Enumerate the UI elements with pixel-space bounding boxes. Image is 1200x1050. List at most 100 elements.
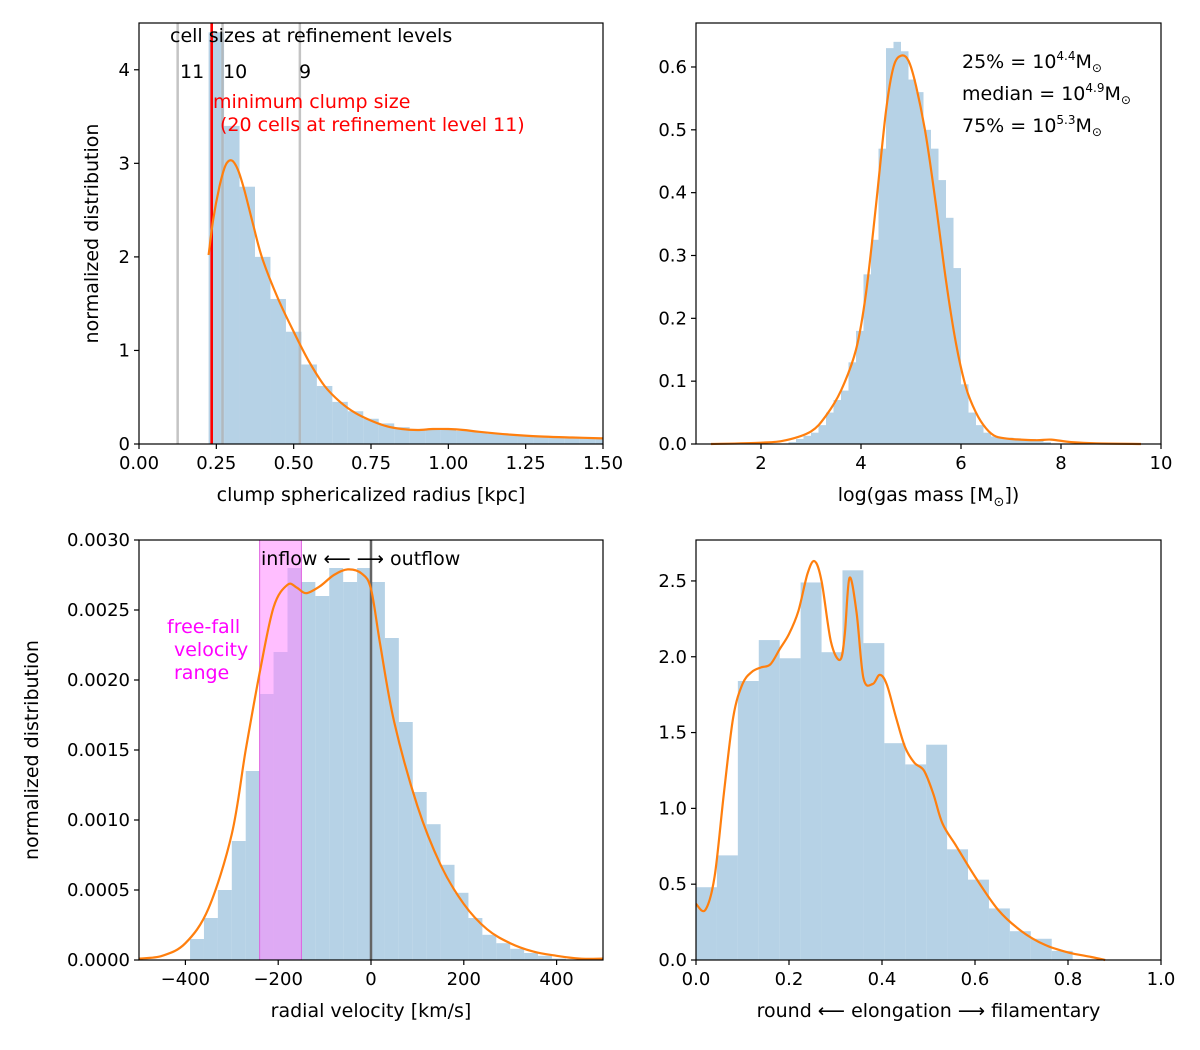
x-tick-label: −200	[253, 969, 302, 990]
histogram-bar	[245, 771, 260, 960]
histogram-bar	[878, 148, 886, 445]
stat-median: median = 104.9M⊙	[962, 81, 1131, 107]
histogram-bar	[217, 890, 232, 960]
y-tick-label: 0.2	[658, 308, 687, 329]
histogram-bar	[239, 186, 255, 444]
histogram-bar	[1021, 439, 1029, 444]
histogram-bar	[991, 436, 999, 444]
histogram-bar	[788, 442, 796, 444]
level-label-11: 11	[180, 61, 204, 83]
histogram-bar	[468, 918, 483, 960]
histogram-bar	[893, 41, 901, 445]
histogram-bar	[426, 824, 441, 960]
x-tick-label: 1.50	[583, 453, 623, 474]
histogram-bar	[968, 412, 976, 444]
panel-mass: 2 4 6 8 10 0.0 0.1 0.2 0.3 0.4 0.5 0.6 log(gas mass…	[658, 22, 1173, 510]
histogram-bar	[409, 429, 426, 444]
histogram-bar	[938, 180, 946, 445]
x-tick-label: 200	[447, 969, 481, 990]
x-tick-label: 0.2	[775, 969, 804, 990]
y-tick-label: 0.0	[658, 950, 687, 971]
x-axis-label: round ⟵ elongation ⟶ filamentary	[757, 1000, 1101, 1022]
histogram-bar	[908, 79, 916, 444]
x-tick-label: 6	[955, 453, 966, 474]
level-label-10: 10	[223, 61, 247, 83]
freefall-label-3: range	[174, 662, 229, 684]
histogram-bar	[811, 432, 819, 444]
x-tick-label: 0.8	[1054, 969, 1083, 990]
freefall-label-2: velocity	[174, 639, 248, 661]
histogram-bar	[926, 744, 948, 960]
x-tick-label: 4	[855, 453, 866, 474]
y-tick-label: 3	[119, 153, 130, 174]
histogram-bar	[224, 125, 240, 445]
histogram-bar	[716, 855, 738, 960]
histogram-bar	[916, 92, 924, 445]
histogram-bar	[968, 879, 989, 960]
histogram-bar	[856, 330, 864, 444]
histogram-bar	[285, 331, 302, 444]
histogram-bars	[696, 570, 1073, 960]
histogram-bar	[947, 849, 969, 960]
histogram-bar	[758, 640, 780, 960]
flow-direction-label: inflow ⟵ ⟶ outflow	[261, 548, 460, 570]
y-tick-label: 0.4	[658, 183, 687, 204]
histogram-bar	[800, 582, 822, 960]
histogram-bar	[953, 268, 961, 444]
histogram-bar	[347, 411, 364, 444]
kde-curve	[138, 568, 604, 960]
histogram-bar	[826, 412, 834, 444]
histogram-bar	[821, 652, 843, 960]
kde-curve	[710, 54, 1142, 446]
histogram-bar	[471, 431, 487, 444]
axis-ticks: −400 −200 0 200 400 0.0000 0.0005 0.0010 0.0015 0…	[67, 530, 574, 990]
histogram-bar	[502, 434, 518, 444]
histogram-bar	[796, 438, 804, 444]
axis-ticks: 0.00 0.25 0.50 0.75 1.00 1.25 1.50 0 1 2 3 4	[119, 60, 623, 474]
x-tick-label: 8	[1055, 453, 1066, 474]
histogram-bar	[579, 438, 596, 444]
histogram-bar	[696, 887, 717, 960]
y-tick-label: 0.0	[658, 434, 687, 455]
histogram-bar	[983, 432, 991, 444]
histogram-bar	[255, 256, 271, 444]
y-tick-label: 2.0	[658, 647, 687, 668]
histogram-bar	[524, 953, 539, 960]
x-tick-label: 1.25	[506, 453, 546, 474]
x-tick-label: 0.50	[274, 453, 314, 474]
histogram-bar	[398, 722, 413, 960]
histogram-bar	[231, 841, 246, 960]
refinement-header: cell sizes at refinement levels	[170, 25, 452, 47]
histogram-bar	[332, 401, 348, 444]
histogram-bar	[384, 638, 399, 960]
freefall-band	[259, 539, 302, 961]
y-tick-label: 0.5	[658, 874, 687, 895]
histogram-bar	[412, 792, 427, 960]
histogram-bar	[440, 429, 457, 444]
histogram-bar	[301, 582, 316, 960]
y-tick-label: 0.0015	[67, 740, 130, 761]
histogram-bar	[496, 943, 511, 960]
histogram-bar	[548, 437, 565, 444]
x-axis-label: clump sphericalized radius [kpc]	[217, 484, 526, 506]
histogram-bar	[988, 908, 1010, 960]
x-tick-label: 0.0	[682, 969, 711, 990]
histogram-bar	[378, 423, 395, 444]
x-tick-label: 10	[1150, 453, 1173, 474]
y-tick-label: 0.0005	[67, 880, 130, 901]
histogram-bar	[456, 430, 472, 444]
histogram-bar	[905, 764, 927, 960]
histogram-bar	[863, 274, 871, 444]
histogram-bar	[848, 362, 856, 444]
histogram-bar	[901, 51, 909, 444]
x-tick-label: 0.75	[351, 453, 391, 474]
histogram-bar	[1006, 437, 1014, 444]
y-tick-label: 0.0010	[67, 810, 130, 831]
y-tick-label: 0.3	[658, 245, 687, 266]
histogram-bar	[946, 217, 954, 444]
y-tick-label: 0.5	[658, 120, 687, 141]
histogram-bar	[190, 939, 204, 960]
y-tick-label: 2.5	[658, 571, 687, 592]
histogram-bar	[315, 596, 330, 960]
panel-velocity: −400 −200 0 200 400 0.0000 0.0005 0.0010 0.0015 0…	[21, 530, 604, 1022]
